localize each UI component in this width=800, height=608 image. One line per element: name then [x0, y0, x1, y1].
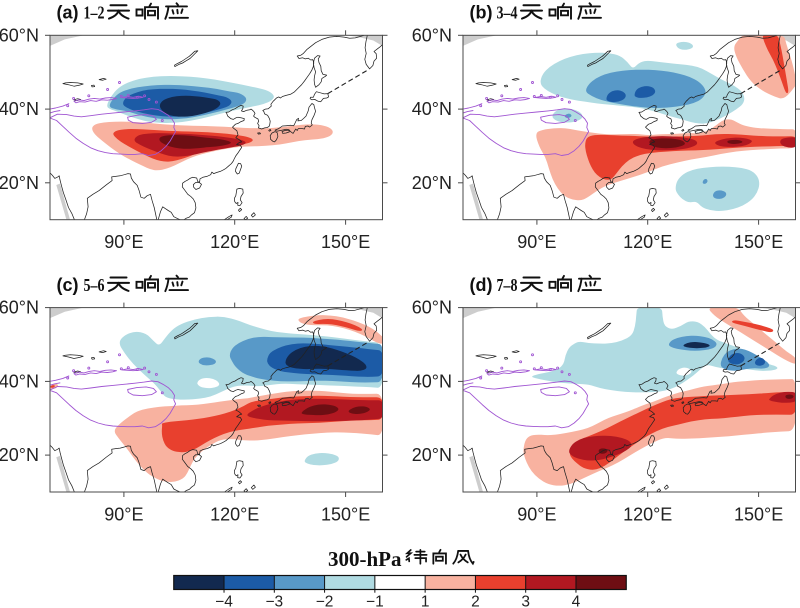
svg-text:40°N: 40°N: [0, 99, 39, 119]
svg-text:1: 1: [421, 594, 430, 608]
svg-text:7–8: 7–8: [497, 275, 518, 295]
svg-text:90°E: 90°E: [517, 505, 556, 525]
svg-text:90°E: 90°E: [517, 232, 556, 252]
svg-text:120°E: 120°E: [210, 232, 259, 252]
svg-text:20°N: 20°N: [0, 445, 39, 465]
svg-text:3: 3: [521, 594, 530, 608]
svg-text:150°E: 150°E: [321, 505, 370, 525]
svg-text:60°N: 60°N: [412, 298, 452, 318]
svg-text:40°N: 40°N: [0, 371, 39, 391]
svg-text:−1: −1: [366, 594, 384, 608]
svg-text:20°N: 20°N: [412, 445, 452, 465]
svg-text:20°N: 20°N: [0, 173, 39, 193]
svg-text:90°E: 90°E: [104, 232, 143, 252]
svg-text:150°E: 150°E: [321, 232, 370, 252]
svg-text:120°E: 120°E: [623, 232, 672, 252]
svg-text:(d): (d): [470, 275, 493, 295]
svg-text:1–2: 1–2: [84, 3, 105, 23]
svg-text:2: 2: [471, 594, 480, 608]
svg-text:20°N: 20°N: [412, 173, 452, 193]
svg-text:5–6: 5–6: [84, 275, 105, 295]
svg-text:300-hPa: 300-hPa: [328, 547, 402, 571]
svg-text:(c): (c): [57, 275, 79, 295]
svg-text:150°E: 150°E: [734, 232, 783, 252]
svg-text:−4: −4: [215, 594, 233, 608]
svg-text:60°N: 60°N: [412, 25, 452, 45]
svg-text:−3: −3: [265, 594, 283, 608]
svg-text:−2: −2: [316, 594, 334, 608]
svg-text:40°N: 40°N: [412, 99, 452, 119]
svg-text:4: 4: [572, 594, 581, 608]
svg-text:3–4: 3–4: [497, 3, 518, 23]
svg-text:90°E: 90°E: [104, 505, 143, 525]
svg-text:40°N: 40°N: [412, 371, 452, 391]
svg-text:120°E: 120°E: [623, 505, 672, 525]
svg-text:120°E: 120°E: [210, 505, 259, 525]
svg-text:60°N: 60°N: [0, 298, 39, 318]
svg-text:(b): (b): [470, 3, 493, 23]
svg-text:(a): (a): [57, 3, 79, 23]
svg-text:150°E: 150°E: [734, 505, 783, 525]
svg-text:60°N: 60°N: [0, 25, 39, 45]
